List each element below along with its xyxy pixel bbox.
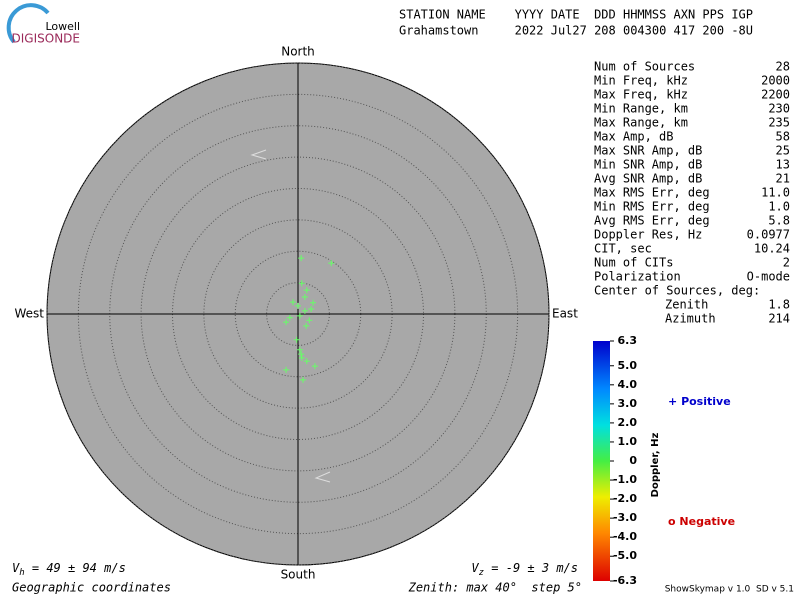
source-point xyxy=(283,319,290,326)
stat-value: 5.8 xyxy=(768,214,790,228)
colorbar-tick-label: -6.3 xyxy=(613,574,637,587)
stat-label: CIT, sec xyxy=(594,242,652,256)
source-point xyxy=(301,294,308,301)
source-point xyxy=(293,336,300,343)
stat-label: Max RMS Err, deg xyxy=(594,186,710,200)
stat-value: 2 xyxy=(783,256,790,270)
stat-label: Min Range, km xyxy=(594,102,688,116)
vz: Vz = -9 ± 3 m/s xyxy=(471,561,578,578)
stat-label: Min RMS Err, deg xyxy=(594,200,710,214)
colorbar-tick-label: -5.0 xyxy=(613,549,637,562)
stat-value: 25 xyxy=(776,144,790,158)
stat-value: 58 xyxy=(776,130,790,144)
stat-value: 13 xyxy=(776,158,790,172)
logo-bottom: DIGISONDE xyxy=(12,32,80,46)
stat-value: 11.0 xyxy=(761,186,790,200)
coords: Geographic coordinates xyxy=(12,581,171,595)
source-point xyxy=(303,287,310,294)
stat-label: Num of CITs xyxy=(594,256,673,270)
source-point xyxy=(308,305,315,312)
colorbar xyxy=(593,341,610,581)
legend-negative: o Negative xyxy=(668,515,735,528)
source-point xyxy=(328,260,335,267)
center-label: Azimuth xyxy=(665,312,716,326)
stat-label: Max Range, km xyxy=(594,116,688,130)
source-point xyxy=(296,346,303,353)
source-point xyxy=(303,322,310,329)
source-point xyxy=(301,307,308,314)
stat-value: 21 xyxy=(776,172,790,186)
stat-label: Avg RMS Err, deg xyxy=(594,214,710,228)
source-point xyxy=(303,358,310,365)
stat-label: Num of Sources xyxy=(594,60,695,74)
source-point xyxy=(306,317,313,324)
stat-value: 28 xyxy=(776,60,790,74)
stat-value: 1.0 xyxy=(768,200,790,214)
colorbar-tick-label: 4.0 xyxy=(618,378,638,391)
header-values: Grahamstown 2022 Jul27 208 004300 417 20… xyxy=(399,24,753,38)
skymap: North South East West xyxy=(14,45,578,582)
stat-value: 0.0977 xyxy=(747,228,790,242)
stat-value: 230 xyxy=(768,102,790,116)
colorbar-tick-label: 2.0 xyxy=(618,416,638,429)
stat-label: Polarization xyxy=(594,270,681,284)
center-label: Zenith xyxy=(665,298,708,312)
source-point xyxy=(298,255,305,262)
version: ShowSkymap v 1.0 SD v 5.1 xyxy=(665,585,794,595)
direction-label: East xyxy=(552,307,578,321)
center-value: 214 xyxy=(768,312,790,326)
direction-label: North xyxy=(281,45,315,59)
stat-value: 235 xyxy=(768,116,790,130)
artifact xyxy=(250,149,267,160)
legend-positive: + Positive xyxy=(668,395,731,408)
stat-label: Min SNR Amp, dB xyxy=(594,158,702,172)
source-point xyxy=(283,366,290,373)
source-point xyxy=(300,376,307,383)
colorbar-tick-label: 1.0 xyxy=(618,435,638,448)
source-point xyxy=(289,299,296,306)
direction-label: West xyxy=(14,307,44,321)
logo-arc xyxy=(6,3,50,44)
direction-label: South xyxy=(281,568,316,582)
source-point xyxy=(310,299,317,306)
vh: Vh = 49 ± 94 m/s xyxy=(12,561,126,578)
colorbar-tick-label: -2.0 xyxy=(613,492,637,505)
zenith-info: Zenith: max 40° step 5° xyxy=(408,581,582,595)
stat-label: Max Freq, kHz xyxy=(594,88,688,102)
colorbar-tick-label: -1.0 xyxy=(613,473,637,486)
stat-label: Avg SNR Amp, dB xyxy=(594,172,702,186)
source-point xyxy=(311,363,318,370)
artifact xyxy=(314,471,331,483)
colorbar-tick-label: -4.0 xyxy=(613,530,637,543)
source-point xyxy=(296,312,303,319)
stat-label: Doppler Res, Hz xyxy=(594,228,702,242)
stat-label: Max Amp, dB xyxy=(594,130,673,144)
colorbar-tick-label: 6.3 xyxy=(618,334,638,347)
center-title: Center of Sources, deg: xyxy=(594,284,760,298)
colorbar-tick-label: 3.0 xyxy=(618,397,638,410)
center-value: 1.8 xyxy=(768,298,790,312)
source-point xyxy=(298,354,305,361)
source-point xyxy=(286,314,293,321)
stat-label: Min Freq, kHz xyxy=(594,74,688,88)
colorbar-tick-label: -3.0 xyxy=(613,511,637,524)
stat-value: O-mode xyxy=(747,270,790,284)
stat-value: 2000 xyxy=(761,74,790,88)
colorbar-tick-label: 5.0 xyxy=(618,359,638,372)
header-labels: STATION NAME YYYY DATE DDD HHMMSS AXN PP… xyxy=(399,8,753,22)
source-point xyxy=(295,302,301,309)
logo-top: Lowell xyxy=(45,20,80,33)
colorbar-tick-label: 0 xyxy=(629,454,637,467)
colorbar-title: Doppler, Hz xyxy=(650,433,661,498)
source-point xyxy=(298,351,305,358)
stat-value: 10.24 xyxy=(754,242,790,256)
stat-label: Max SNR Amp, dB xyxy=(594,144,702,158)
source-point xyxy=(298,280,305,287)
stat-value: 2200 xyxy=(761,88,790,102)
